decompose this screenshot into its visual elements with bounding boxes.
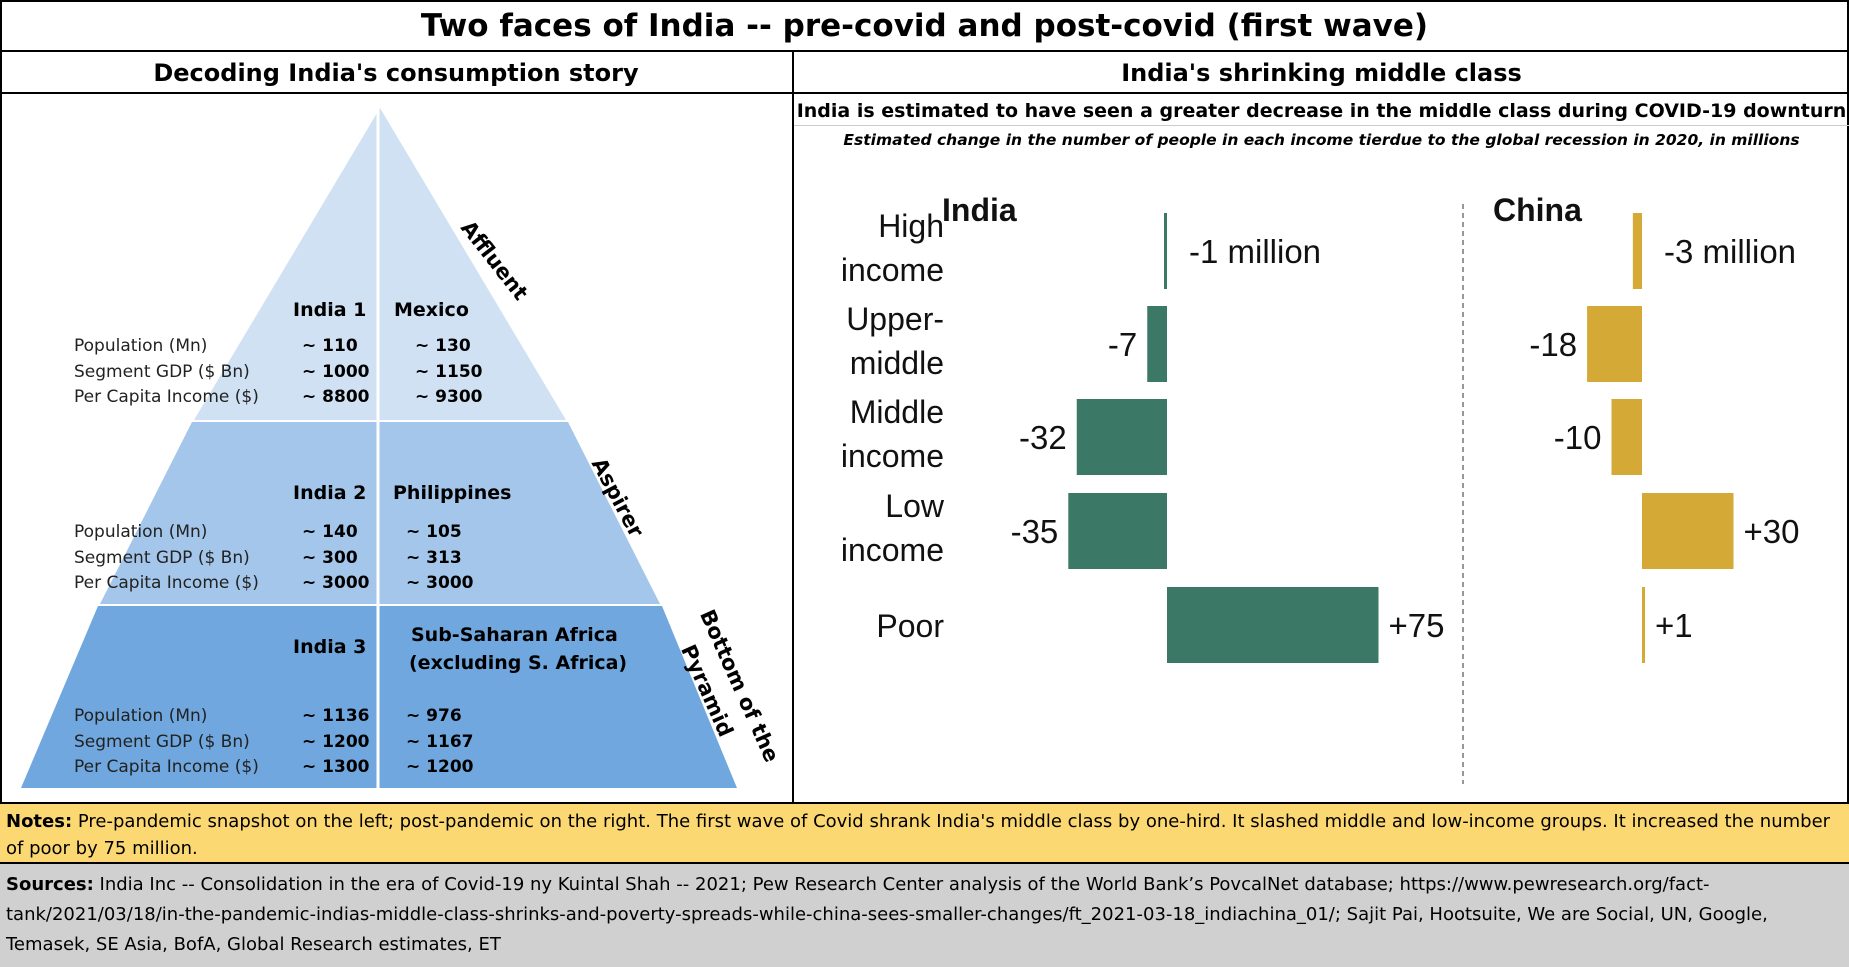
tier1-row-labels: Population (Mn) Segment GDP ($ Bn) Per C… <box>74 336 259 407</box>
series-header: China <box>1493 192 1582 228</box>
tier3-col1-header: India 3 <box>293 636 367 658</box>
category-label: Poor <box>876 608 944 644</box>
tier3-row-labels: Population (Mn) Segment GDP ($ Bn) Per C… <box>74 706 259 777</box>
bar-india <box>1164 213 1167 289</box>
category-label: Middle <box>850 394 944 430</box>
chart-subtitle: India is estimated to have seen a greate… <box>794 94 1849 126</box>
data-label: -10 <box>1554 419 1602 456</box>
bar-india <box>1068 493 1167 569</box>
data-label: -7 <box>1108 326 1137 363</box>
tier1-col1-values: ~ 110 ~ 1000 ~ 8800 <box>302 336 370 407</box>
tier3-col2-values: ~ 976 ~ 1167 ~ 1200 <box>406 706 474 777</box>
bar-chart: High income Upper-middle Middle income Low inc… <box>841 192 1800 784</box>
sources-text: India Inc -- Consolidation in the era of… <box>6 874 1768 955</box>
pyramid-graphic <box>21 108 737 788</box>
pyramid-panel: India 1 Mexico Population (Mn) Segment G… <box>0 94 792 802</box>
chart-panel: India is estimated to have seen a greate… <box>794 94 1849 802</box>
tier3-col2-header-line2: (excluding S. Africa) <box>409 652 628 674</box>
data-label: +1 <box>1655 607 1693 644</box>
data-label: +30 <box>1744 513 1800 550</box>
notes-box: Notes: Pre-pandemic snapshot on the left… <box>0 802 1849 864</box>
bar-india <box>1147 306 1167 382</box>
tier2-col2-header: Philippines <box>393 482 512 504</box>
notes-text: Pre-pandemic snapshot on the left; post-… <box>6 811 1831 859</box>
tier1-col1-header: India 1 <box>293 299 367 321</box>
pyramid-middle-tier <box>100 422 660 604</box>
category-label: Low <box>885 488 945 524</box>
tier1-col2-values: ~ 130 ~ 1150 ~ 9300 <box>415 336 483 407</box>
data-label: -35 <box>1011 513 1059 550</box>
data-label: -1 million <box>1189 233 1321 270</box>
series-header: India <box>942 192 1017 228</box>
pyramid-top-tier <box>194 108 566 420</box>
data-label: -18 <box>1529 326 1577 363</box>
bar-india <box>1076 399 1167 475</box>
data-label: -32 <box>1019 419 1067 456</box>
sources-label: Sources: <box>6 874 94 895</box>
main-title: Two faces of India -- pre-covid and post… <box>0 0 1849 52</box>
bar-india <box>1167 587 1379 663</box>
category-label: middle <box>850 345 944 381</box>
tier2-col1-values: ~ 140 ~ 300 ~ 3000 <box>302 522 370 593</box>
tier2-col1-header: India 2 <box>293 482 367 504</box>
category-label: income <box>841 532 944 568</box>
data-label: -3 million <box>1664 233 1796 270</box>
right-panel-title: India's shrinking middle class <box>794 52 1849 94</box>
category-label: income <box>841 438 944 474</box>
tier2-col2-values: ~ 105 ~ 313 ~ 3000 <box>406 522 474 593</box>
tier2-row-labels: Population (Mn) Segment GDP ($ Bn) Per C… <box>74 522 259 593</box>
category-label: High <box>878 208 944 244</box>
bar-china <box>1587 306 1642 382</box>
category-label: Upper- <box>846 301 944 337</box>
data-label: +75 <box>1389 607 1445 644</box>
bar-china <box>1642 587 1645 663</box>
bar-china <box>1611 399 1642 475</box>
left-panel-title: Decoding India's consumption story <box>0 52 792 94</box>
tier3-col2-header-line1: Sub-Saharan Africa <box>411 624 618 646</box>
bar-china <box>1642 493 1734 569</box>
tier3-col1-values: ~ 1136 ~ 1200 ~ 1300 <box>302 706 370 777</box>
bar-china <box>1632 213 1642 289</box>
tier1-col2-header: Mexico <box>394 299 469 321</box>
sources-box: Sources: India Inc -- Consolidation in t… <box>0 864 1849 967</box>
chart-caption: Estimated change in the number of people… <box>843 131 1800 149</box>
notes-label: Notes: <box>6 811 73 832</box>
panel-divider <box>792 52 794 802</box>
category-label: income <box>841 252 944 288</box>
